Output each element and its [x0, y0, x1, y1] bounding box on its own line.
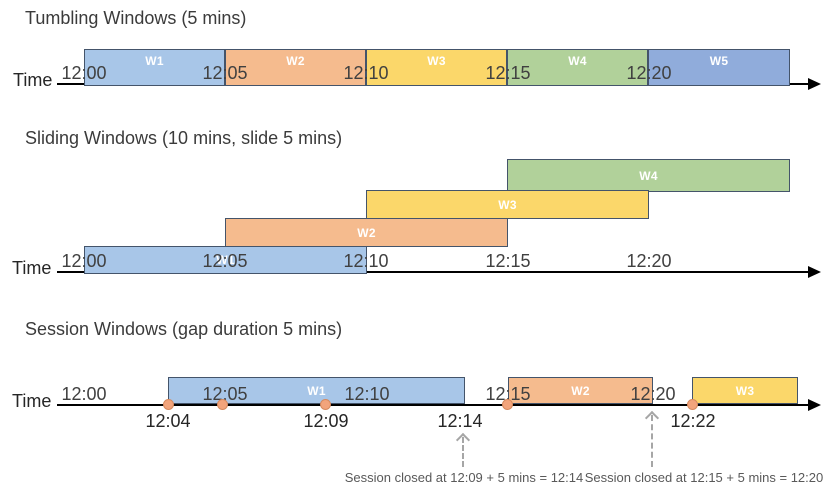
- sliding-window-w1: W1: [84, 246, 367, 274]
- window-label: W3: [498, 197, 517, 212]
- window-label: W2: [571, 383, 590, 398]
- tumbling-window-w5: W5: [648, 49, 790, 86]
- tick-label: 12:00: [61, 251, 107, 271]
- tick-label: 12:00: [61, 63, 107, 83]
- window-label: W3: [735, 383, 755, 398]
- tumbling-axis-arrowhead-icon: [808, 78, 821, 90]
- window-label: W1: [216, 253, 235, 267]
- tick-label: 12:10: [343, 63, 389, 83]
- event-dot: [502, 399, 513, 410]
- tick-label: 12:05: [202, 384, 248, 404]
- event-time-label: 12:14: [437, 411, 483, 431]
- session-axis-arrowhead-icon: [808, 399, 821, 411]
- window-label: W2: [357, 225, 376, 240]
- window-label: W1: [307, 383, 326, 398]
- event-dot: [163, 399, 174, 410]
- session-section-title: Session Windows (gap duration 5 mins): [25, 319, 343, 339]
- tumbling-window-w2: W2: [225, 49, 366, 86]
- tick-label: 12:10: [343, 251, 389, 271]
- window-label: W4: [639, 168, 658, 183]
- event-dot: [217, 399, 228, 410]
- sliding-axis-arrowhead-icon: [808, 266, 821, 278]
- session-window-w2: W2: [508, 377, 653, 404]
- sliding-window-w3: W3: [366, 190, 649, 219]
- session-window-w1: W1: [168, 377, 465, 404]
- tick-label: 12:00: [61, 384, 107, 404]
- sliding-time-axis: [57, 271, 811, 273]
- event-time-label: 12:04: [145, 411, 191, 431]
- sliding-time-axis-label: Time: [12, 258, 52, 278]
- tumbling-window-w1: W1: [84, 49, 225, 86]
- session-time-axis-label: Time: [12, 391, 52, 411]
- session-time-axis: [57, 404, 811, 406]
- window-label: W5: [709, 54, 729, 68]
- session-close-annotation: Session closed at 12:09 + 5 mins = 12:14: [344, 470, 584, 485]
- window-label: W4: [568, 54, 587, 68]
- window-label: W2: [286, 54, 305, 68]
- sliding-section-title: Sliding Windows (10 mins, slide 5 mins): [25, 128, 343, 148]
- event-dot: [687, 399, 698, 410]
- sliding-window-w2: W2: [225, 218, 508, 247]
- tick-label: 12:15: [485, 251, 531, 271]
- tick-label: 12:10: [344, 384, 390, 404]
- tick-label: 12:20: [626, 251, 672, 271]
- tick-label: 12:15: [485, 63, 531, 83]
- session-close-arrow-icon: [462, 437, 464, 467]
- tumbling-time-axis-label: Time: [13, 70, 53, 90]
- tick-label: 12:20: [626, 63, 672, 83]
- window-label: W1: [145, 54, 164, 68]
- tumbling-window-w3: W3: [366, 49, 507, 86]
- event-time-label: 12:09: [303, 411, 349, 431]
- session-close-arrow-icon: [651, 415, 653, 467]
- session-window-w3: W3: [692, 377, 798, 404]
- window-label: W3: [427, 54, 446, 68]
- tumbling-window-w4: W4: [507, 49, 648, 86]
- tick-label: 12:15: [485, 384, 531, 404]
- tick-label: 12:20: [630, 384, 676, 404]
- sliding-window-w4: W4: [507, 159, 790, 192]
- event-time-label: 12:22: [670, 411, 716, 431]
- event-dot: [320, 399, 331, 410]
- session-close-annotation: Session closed at 12:15 + 5 mins = 12:20: [584, 470, 824, 485]
- tumbling-section-title: Tumbling Windows (5 mins): [25, 8, 247, 28]
- tick-label: 12:05: [202, 63, 248, 83]
- tick-label: 12:05: [202, 251, 248, 271]
